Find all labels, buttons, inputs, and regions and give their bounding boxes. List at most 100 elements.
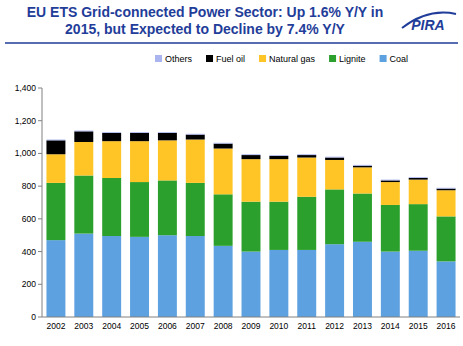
title-line: EU ETS Grid-connected Power Sector: Up 1… bbox=[27, 4, 384, 20]
bar-segment bbox=[325, 156, 344, 158]
bar-segment bbox=[437, 189, 456, 191]
bar-segment bbox=[269, 155, 288, 157]
x-tick-label: 2002 bbox=[46, 321, 65, 331]
bar-segment bbox=[158, 133, 177, 140]
y-tick-label: 400 bbox=[22, 247, 36, 257]
bar-segment bbox=[214, 149, 233, 195]
bar-segment bbox=[381, 179, 400, 181]
bar-segment bbox=[74, 234, 93, 317]
legend-swatch bbox=[380, 55, 387, 62]
bar-segment bbox=[353, 167, 372, 193]
bar-segment bbox=[242, 252, 261, 317]
bar-segment bbox=[214, 194, 233, 246]
bar-segment bbox=[381, 180, 400, 182]
bar-segment bbox=[158, 180, 177, 235]
y-tick bbox=[38, 153, 42, 154]
header-rule bbox=[5, 42, 458, 44]
bar-segment bbox=[297, 197, 316, 250]
bar-segment bbox=[102, 141, 121, 178]
y-tick bbox=[38, 284, 42, 285]
bar-segment bbox=[186, 140, 205, 183]
x-tick-label: 2004 bbox=[102, 321, 121, 331]
y-tick-label: 1,000 bbox=[15, 148, 37, 158]
logo: PIRA bbox=[411, 17, 444, 33]
y-tick bbox=[38, 251, 42, 252]
bar-segment bbox=[409, 204, 428, 251]
bar-segment bbox=[46, 154, 65, 183]
title: EU ETS Grid-connected Power Sector: Up 1… bbox=[27, 4, 384, 37]
x-tick-label: 2012 bbox=[325, 321, 344, 331]
bar-segment bbox=[74, 176, 93, 234]
bar-segment bbox=[409, 251, 428, 317]
bar-segment bbox=[437, 261, 456, 317]
bar-segment bbox=[46, 140, 65, 154]
y-tick bbox=[38, 218, 42, 219]
legend-label: Natural gas bbox=[269, 54, 316, 64]
bar-segment bbox=[297, 155, 316, 157]
legend-label: Coal bbox=[390, 54, 409, 64]
x-tick-label: 2005 bbox=[130, 321, 149, 331]
bar-segment bbox=[269, 202, 288, 250]
legend-swatch bbox=[206, 55, 213, 62]
bar-segment bbox=[102, 236, 121, 317]
bar-segment bbox=[46, 240, 65, 317]
legend-swatch bbox=[329, 55, 336, 62]
title-line: 2015, but Expected to Decline by 7.4% Y/… bbox=[65, 21, 346, 37]
bar-segment bbox=[242, 202, 261, 252]
bar-segment bbox=[381, 182, 400, 205]
y-tick bbox=[38, 120, 42, 121]
legend-label: Others bbox=[165, 54, 193, 64]
bar-segment bbox=[46, 139, 65, 141]
bar-segment bbox=[74, 142, 93, 176]
y-tick bbox=[38, 317, 42, 318]
bar-segment bbox=[130, 133, 149, 141]
legend-label: Lignite bbox=[339, 54, 366, 64]
bar-segment bbox=[437, 187, 456, 189]
y-axis bbox=[42, 88, 43, 317]
bar-segment bbox=[409, 177, 428, 179]
bar-segment bbox=[130, 237, 149, 317]
x-axis bbox=[42, 317, 460, 318]
bar-segment bbox=[437, 216, 456, 261]
bar-segment bbox=[102, 178, 121, 236]
chart: EU ETS Grid-connected Power Sector: Up 1… bbox=[0, 0, 463, 346]
bar-segment bbox=[325, 189, 344, 244]
bars bbox=[46, 131, 455, 317]
bar-segment bbox=[130, 132, 149, 134]
bar-segment bbox=[297, 158, 316, 197]
bar-segment bbox=[325, 160, 344, 189]
bar-segment bbox=[242, 155, 261, 159]
y-tick-label: 0 bbox=[31, 312, 36, 322]
bar-segment bbox=[214, 142, 233, 144]
x-tick-label: 2015 bbox=[409, 321, 428, 331]
x-tick-label: 2013 bbox=[353, 321, 372, 331]
x-tick-label: 2014 bbox=[381, 321, 400, 331]
bar-segment bbox=[242, 159, 261, 202]
bar-segment bbox=[353, 242, 372, 317]
bar-segment bbox=[437, 190, 456, 216]
y-tick-label: 800 bbox=[22, 181, 36, 191]
bar-segment bbox=[381, 252, 400, 317]
bar-segment bbox=[158, 132, 177, 134]
x-tick-label: 2008 bbox=[214, 321, 233, 331]
y-tick-label: 1,200 bbox=[15, 116, 37, 126]
x-tick-label: 2011 bbox=[298, 321, 317, 331]
bar-segment bbox=[353, 166, 372, 168]
bar-segment bbox=[297, 154, 316, 156]
bar-segment bbox=[269, 159, 288, 202]
bar-segment bbox=[102, 133, 121, 141]
bar-segment bbox=[102, 132, 121, 134]
bar-segment bbox=[353, 164, 372, 166]
x-tick-label: 2016 bbox=[437, 321, 456, 331]
bar-segment bbox=[353, 194, 372, 242]
bar-segment bbox=[325, 158, 344, 160]
bar-segment bbox=[186, 236, 205, 317]
y-tick bbox=[38, 88, 42, 89]
bar-segment bbox=[186, 135, 205, 140]
bar-segment bbox=[381, 205, 400, 252]
x-tick-label: 2010 bbox=[269, 321, 288, 331]
y-tick bbox=[38, 186, 42, 187]
bar-segment bbox=[186, 133, 205, 135]
x-tick-label: 2009 bbox=[242, 321, 261, 331]
bar-segment bbox=[242, 154, 261, 156]
